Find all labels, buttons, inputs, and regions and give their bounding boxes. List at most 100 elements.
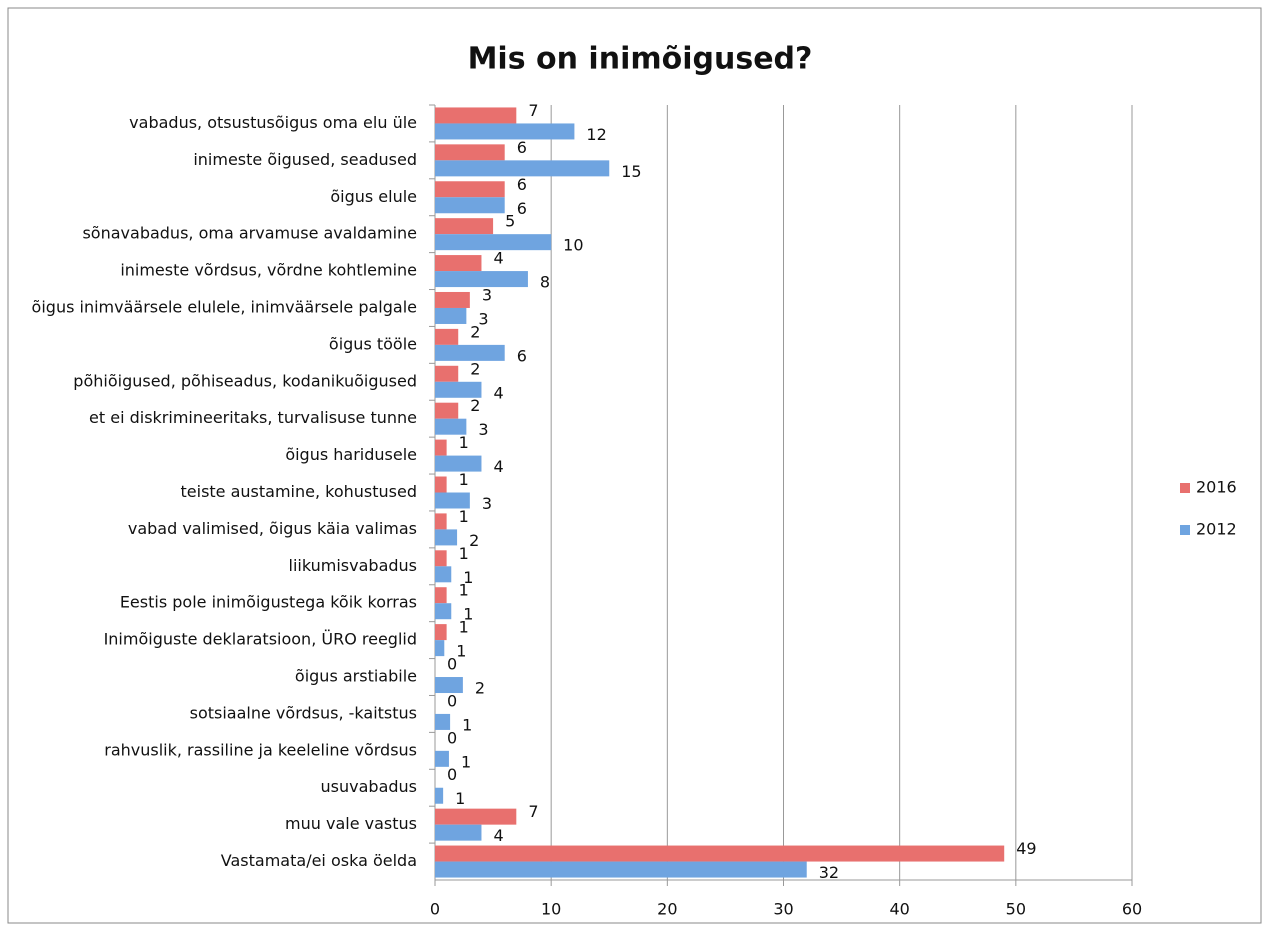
value-label: 3 [482,494,492,513]
y-tick-label: inimeste õigused, seadused [193,150,417,169]
value-label: 1 [459,433,469,452]
value-label: 32 [819,863,839,882]
bar [435,218,494,235]
y-tick-label: teiste austamine, kohustused [181,482,418,501]
value-label: 4 [493,383,503,402]
bar [435,455,482,472]
bar [435,713,451,730]
bar [435,824,482,841]
y-tick-label: sotsiaalne võrdsus, -kaitstus [190,703,417,722]
value-label: 2 [475,679,485,698]
value-label: 8 [540,273,550,292]
bar [435,640,445,657]
value-label: 1 [463,568,473,587]
bar [435,513,447,530]
value-label: 6 [517,199,527,218]
y-tick-label: õigus arstiabile [295,667,417,686]
bar [435,181,505,198]
value-label: 7 [528,802,538,821]
value-label: 2 [470,396,480,415]
value-label: 6 [517,138,527,157]
value-label: 1 [462,715,472,734]
bar [435,603,452,620]
chart-title: Mis on inimõigused? [468,42,813,77]
bar [435,291,470,308]
y-tick-label: õigus elule [330,187,417,206]
x-tick-label: 0 [430,900,440,919]
y-tick-label: usuvabadus [321,777,417,796]
bar [435,787,444,804]
value-label: 0 [447,728,457,747]
bar [435,144,505,161]
x-tick-label: 50 [1006,900,1026,919]
legend-swatch [1180,483,1190,493]
legend-label: 2016 [1196,478,1237,497]
y-tick-label: vabadus, otsustusõigus oma elu üle [129,113,417,132]
value-label: 15 [621,162,641,181]
value-label: 1 [459,618,469,637]
value-label: 3 [482,285,492,304]
bar [435,750,449,767]
bar [435,381,482,398]
value-label: 2 [470,359,480,378]
bar [435,861,807,878]
value-label: 1 [463,605,473,624]
value-label: 1 [459,507,469,526]
value-label: 6 [517,175,527,194]
bar [435,365,459,382]
bar [435,529,458,546]
bar [435,845,1005,862]
bar [435,566,452,583]
value-label: 0 [447,691,457,710]
value-label: 1 [461,752,471,771]
value-label: 12 [586,125,606,144]
y-tick-label: liikumisvabadus [289,556,417,575]
y-tick-label: et ei diskrimineeritaks, turvalisuse tun… [89,408,417,427]
x-tick-label: 10 [541,900,561,919]
bar [435,492,470,509]
legend-swatch [1180,525,1190,535]
bar [435,439,447,456]
y-tick-label: õigus haridusele [285,445,417,464]
value-label: 4 [493,249,503,268]
chart-frame [7,7,1262,924]
value-label: 1 [459,470,469,489]
value-label: 49 [1016,839,1036,858]
x-tick-label: 20 [657,900,677,919]
bar [435,402,459,419]
bar [435,307,467,324]
value-label: 10 [563,236,583,255]
value-label: 1 [459,581,469,600]
value-label: 4 [493,826,503,845]
y-tick-label: Vastamata/ei oska öelda [221,851,417,870]
bar [435,418,467,435]
y-tick-label: õigus tööle [329,334,417,353]
value-label: 0 [447,655,457,674]
value-label: 3 [478,309,488,328]
bar [435,624,447,641]
value-label: 2 [469,531,479,550]
y-tick-label: Inimõiguste deklaratsioon, ÜRO reeglid [104,630,417,649]
y-tick-label: sõnavabadus, oma arvamuse avaldamine [82,224,417,243]
x-tick-label: 60 [1122,900,1142,919]
bar [435,107,517,124]
y-tick-label: inimeste võrdsus, võrdne kohtlemine [120,261,417,280]
bar [435,234,552,251]
bar [435,344,505,361]
value-label: 5 [505,212,515,231]
value-label: 0 [447,765,457,784]
y-tick-label: õigus inimväärsele elulele, inimväärsele… [32,297,417,316]
value-label: 2 [470,322,480,341]
legend-label: 2012 [1196,520,1237,539]
value-label: 7 [528,101,538,120]
value-label: 1 [455,789,465,808]
y-tick-label: põhiõigused, põhiseadus, kodanikuõigused [73,371,417,390]
bar [435,123,575,140]
bar [435,550,447,567]
bar [435,197,505,214]
bar [435,160,610,177]
x-tick-label: 30 [773,900,793,919]
bar [435,587,447,604]
value-label: 6 [517,346,527,365]
